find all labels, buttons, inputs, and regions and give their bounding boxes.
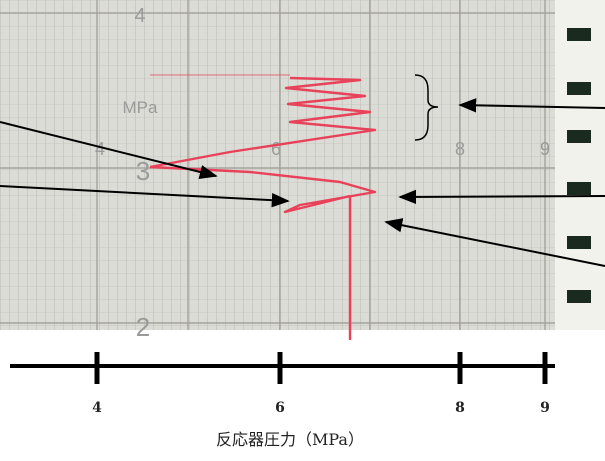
recorder-figure: 4 3 2 MPa 4 6 8 9 4 6 8 9 反応器圧力（MPa）	[0, 0, 605, 461]
pressure-axis	[10, 352, 555, 384]
scale-label: 8	[455, 139, 465, 159]
chart-paper	[0, 0, 555, 330]
axis-tick-label: 6	[275, 400, 285, 416]
row-label: 3	[136, 156, 150, 186]
axis-title: 反応器圧力（MPa）	[216, 430, 364, 449]
axis-tick-label: 4	[92, 400, 102, 416]
scale-label: 6	[271, 139, 281, 159]
sprocket-strip	[555, 0, 605, 330]
axis-tick-label: 8	[455, 400, 465, 416]
axis-tick-label: 9	[540, 400, 550, 416]
row-label: 4	[134, 5, 145, 27]
scale-label: 9	[540, 139, 550, 159]
scale-label: 4	[95, 139, 105, 159]
row-label: 2	[136, 312, 150, 342]
unit-label: MPa	[123, 98, 159, 117]
